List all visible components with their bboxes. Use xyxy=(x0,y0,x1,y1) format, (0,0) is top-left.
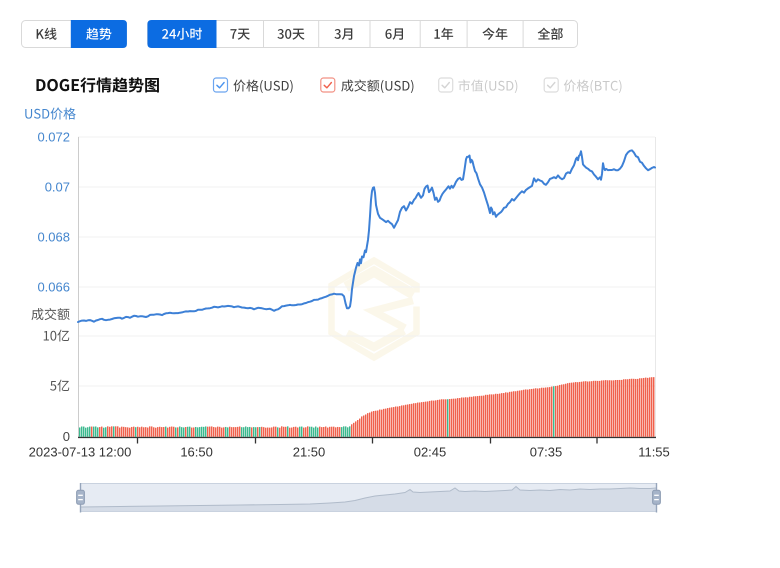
svg-text:11:55: 11:55 xyxy=(638,445,670,460)
svg-text:0.068: 0.068 xyxy=(37,230,70,245)
svg-text:0: 0 xyxy=(63,429,70,444)
svg-text:07:35: 07:35 xyxy=(530,445,563,460)
svg-text:2023-07-13 12:00: 2023-07-13 12:00 xyxy=(29,445,132,460)
svg-text:0.07: 0.07 xyxy=(45,180,70,195)
svg-text:02:45: 02:45 xyxy=(414,445,447,460)
svg-text:16:50: 16:50 xyxy=(180,445,213,460)
svg-text:21:50: 21:50 xyxy=(293,445,326,460)
svg-text:0.066: 0.066 xyxy=(37,280,70,295)
svg-text:0.072: 0.072 xyxy=(37,130,70,145)
